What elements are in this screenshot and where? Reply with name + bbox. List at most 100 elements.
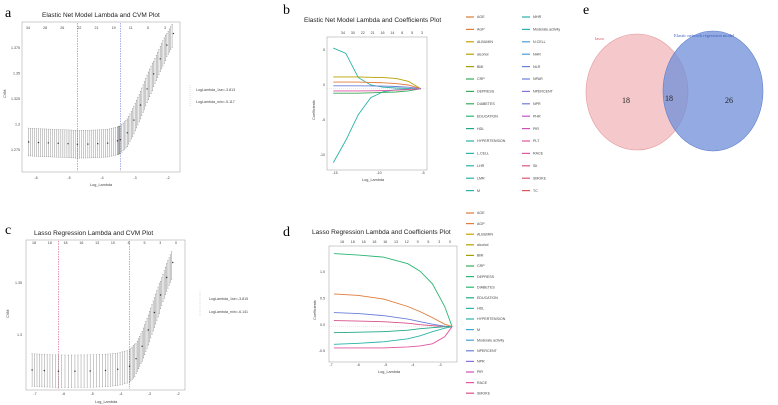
top-tick-label: 18: [372, 240, 376, 244]
panel-a-plot: [27, 23, 175, 171]
y-tick-label: 1.325: [11, 97, 20, 101]
venn-elastic-label: Elastic network regression model: [674, 33, 735, 38]
coef-path-NPR: [333, 85, 421, 90]
y-tick-label: 1.35: [15, 281, 22, 285]
top-tick-label: 21: [371, 31, 375, 35]
panel-b-ylabel: Coefficients: [312, 100, 316, 120]
coef-path-RACE: [333, 326, 453, 349]
cvm-point: [67, 143, 69, 145]
x-tick-label: -4: [100, 176, 103, 180]
top-tick-label: 18: [32, 241, 36, 245]
cvm-point: [152, 73, 155, 75]
cvm-point: [141, 345, 143, 347]
y-tick-label: 1.275: [11, 148, 20, 152]
coef-path-AGP: [333, 293, 453, 328]
x-tick-label: -10: [376, 171, 381, 175]
top-tick-label: 18: [340, 240, 344, 244]
top-tick-label: 3: [164, 26, 166, 30]
panel-b-plot: [327, 47, 427, 163]
y-tick-label: 1.35: [13, 72, 20, 76]
legend-label: CRP: [477, 264, 485, 268]
venn-overlap-count: 18: [665, 94, 673, 103]
panel-d-xticks: -7 -6 -5 -4 -3: [329, 363, 441, 367]
panel-c-chart: Lasso Regression Lambda and CVM Plot CVM…: [6, 230, 248, 404]
top-tick-label: 5: [147, 26, 149, 30]
panel-a-legend-1se: LogLambda_1se=-3.813: [196, 88, 235, 92]
panel-c-legend-min: LogLambda_min=-6.141: [209, 310, 248, 314]
top-tick-label: 0: [449, 240, 451, 244]
legend-label: DEPRESS: [477, 90, 495, 94]
cvm-point: [159, 58, 161, 60]
legend-label: alcohol: [477, 52, 489, 56]
coef-path-DEPRESS: [333, 253, 453, 327]
x-tick-label: -3: [438, 363, 441, 367]
top-tick-label: 22: [77, 26, 81, 30]
legend-label: NPERCENT: [477, 349, 498, 353]
legend-label: NPERCENT: [533, 90, 554, 94]
panel-c-frame: [25, 239, 186, 391]
top-tick-label: 9: [417, 240, 419, 244]
cvm-point: [119, 138, 122, 141]
cvm-point: [139, 104, 142, 106]
top-tick-label: 3: [438, 240, 440, 244]
legend-label: Moderate.activity: [533, 28, 560, 32]
top-tick-label: 3: [421, 31, 423, 35]
panel-a-legend-min: LogLambda_min=-5.117: [196, 100, 235, 104]
cvm-point: [74, 370, 76, 372]
cvm-point: [135, 358, 137, 360]
legend-label: HYPERTENSION: [477, 317, 506, 321]
top-tick-label: 3: [159, 241, 161, 245]
y-tick-label: 1.375: [11, 46, 20, 50]
panel-c-yticks: 1.35 1.3: [15, 281, 22, 337]
cvm-point: [133, 119, 135, 121]
legend-label: PLT: [533, 139, 540, 143]
legend-label: RACE: [477, 381, 488, 385]
legend-label: DIABETES: [477, 102, 495, 106]
panel-b-chart: Elastic Net Model Lambda and Coefficient…: [304, 15, 560, 193]
legend-label: HDL: [477, 127, 484, 131]
legend-label: HYPERTENSION: [477, 139, 506, 143]
legend-label: HDL: [477, 307, 484, 311]
cvm-point: [97, 143, 99, 145]
top-tick-label: 5: [411, 31, 413, 35]
top-tick-label: 14: [390, 31, 394, 35]
panel-a-xlabel: Log_Lambda: [90, 183, 113, 187]
panel-d-letter: d: [283, 225, 290, 240]
x-tick-label: -5: [384, 363, 387, 367]
coef-path-AGP: [333, 81, 421, 90]
top-tick-label: 30: [351, 31, 355, 35]
legend-label: RACE: [533, 152, 544, 156]
legend-label: SMOKE: [477, 391, 491, 395]
cvm-point: [165, 276, 168, 279]
legend-label: DIABETES: [477, 285, 495, 289]
legend-label: Moderate.activity: [477, 338, 504, 342]
panel-b-xticks: -15 -10 -5: [332, 171, 424, 175]
y-tick-label: 0: [323, 83, 325, 87]
top-tick-label: 18: [362, 240, 366, 244]
cvm-point: [128, 365, 131, 367]
x-tick-label: -7: [329, 363, 332, 367]
panel-b-xlabel: Log_Lambda: [362, 178, 385, 182]
top-tick-label: 22: [361, 31, 365, 35]
legend-label: NPR: [477, 360, 485, 364]
panel-c-xticks: -7 -6 -5 -4 -3 -2: [33, 392, 179, 396]
legend-label: ALBUMIN: [477, 40, 493, 44]
panel-c-title: Lasso Regression Lambda and CVM Plot: [34, 230, 153, 237]
top-tick-label: 16: [383, 240, 387, 244]
cvm-point: [27, 141, 30, 143]
x-tick-label: -15: [332, 171, 337, 175]
panel-e-venn: lasso Elastic network regression model 1…: [585, 30, 764, 152]
panel-c-legend-1se: LogLambda_1se=-3.815: [209, 297, 248, 301]
y-tick-label: -0.5: [319, 349, 325, 353]
panel-b-title: Elastic Net Model Lambda and Coefficient…: [304, 17, 441, 24]
coef-path-EDUCATION: [333, 326, 453, 334]
y-tick-label: 5: [323, 48, 325, 52]
legend-label: CRP: [477, 77, 485, 81]
top-tick-label: 10: [111, 241, 115, 245]
top-tick-label: 13: [394, 240, 398, 244]
panel-b-yticks: 5 0 -5 -10: [320, 48, 325, 157]
y-tick-label: -10: [320, 153, 325, 157]
panel-a-letter: a: [5, 6, 12, 21]
cvm-point: [37, 141, 40, 144]
